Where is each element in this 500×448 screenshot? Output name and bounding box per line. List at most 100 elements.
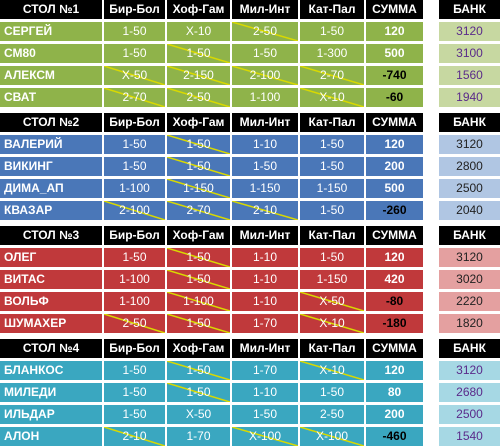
bank-cell: 2040 bbox=[439, 201, 500, 220]
bet-pick: 1-50 bbox=[300, 201, 364, 220]
bet-pick: X-50 bbox=[167, 405, 230, 424]
player-name: ОЛЕГ bbox=[0, 248, 102, 267]
sum-cell: 120 bbox=[366, 135, 423, 154]
column-header: СУММА bbox=[366, 113, 423, 132]
bet-pick: 1-100 bbox=[104, 292, 165, 311]
bet-pick-text: X-100 bbox=[248, 429, 282, 443]
bank-cell: 2500 bbox=[439, 179, 500, 198]
bet-pick-text: X-10 bbox=[319, 316, 345, 330]
bet-pick: 1-10 bbox=[232, 135, 298, 154]
bet-pick-text: 1-50 bbox=[186, 316, 211, 330]
player-name: МИЛЕДИ bbox=[0, 383, 102, 402]
column-header: СУММА bbox=[366, 339, 423, 358]
bet-pick: 1-50 bbox=[232, 157, 298, 176]
bet-pick-text: 1-50 bbox=[122, 363, 147, 377]
bet-pick-text: 1-100 bbox=[249, 90, 281, 104]
bet-pick-text: X-100 bbox=[315, 429, 349, 443]
sum-cell: -740 bbox=[366, 66, 423, 85]
bet-pick: 2-50 bbox=[300, 405, 364, 424]
bet-pick-text: 2-150 bbox=[183, 68, 214, 82]
bet-pick-text: 1-50 bbox=[186, 46, 211, 60]
table-title: СТОЛ №4 bbox=[0, 339, 102, 358]
sum-cell: 200 bbox=[366, 405, 423, 424]
bet-pick: 1-50 bbox=[104, 44, 165, 63]
table-title: СТОЛ №2 bbox=[0, 113, 102, 132]
bet-pick-text: 1-50 bbox=[319, 137, 345, 151]
bet-pick-text: 2-100 bbox=[119, 203, 150, 217]
bet-pick-text: 1-10 bbox=[252, 385, 278, 399]
sum-cell: 120 bbox=[366, 22, 423, 41]
bet-pick-text: 1-150 bbox=[249, 181, 281, 195]
bet-pick: X-50 bbox=[300, 292, 364, 311]
bet-pick: 2-100 bbox=[104, 201, 165, 220]
bet-pick-text: 1-70 bbox=[252, 363, 278, 377]
bet-pick: 1-300 bbox=[300, 44, 364, 63]
bet-pick-text: X-10 bbox=[319, 90, 345, 104]
bet-pick-text: 1-50 bbox=[186, 250, 211, 264]
bet-pick-text: 1-50 bbox=[186, 137, 211, 151]
bet-pick: 2-100 bbox=[232, 66, 298, 85]
bet-pick: 1-50 bbox=[300, 248, 364, 267]
player-name: АЛОН bbox=[0, 427, 102, 446]
bet-pick-text: X-10 bbox=[319, 363, 345, 377]
bank-header: БАНК bbox=[439, 339, 500, 358]
bet-pick: X-100 bbox=[232, 427, 298, 446]
bet-pick-text: 1-150 bbox=[316, 181, 348, 195]
bet-pick: 2-10 bbox=[232, 201, 298, 220]
player-name: ШУМАХЕР bbox=[0, 314, 102, 333]
player-name: СМ80 bbox=[0, 44, 102, 63]
bet-pick: 1-50 bbox=[300, 135, 364, 154]
sum-cell: -180 bbox=[366, 314, 423, 333]
bet-pick: 2-10 bbox=[104, 427, 165, 446]
bet-pick-text: 1-50 bbox=[122, 407, 147, 421]
bank-cell: 3120 bbox=[439, 22, 500, 41]
bet-pick: 2-70 bbox=[104, 88, 165, 107]
table-title: СТОЛ №1 bbox=[0, 0, 102, 19]
bet-pick: 1-70 bbox=[167, 427, 230, 446]
bet-pick-text: 1-10 bbox=[252, 272, 278, 286]
bet-pick: X-10 bbox=[300, 361, 364, 380]
bet-pick-text: 2-10 bbox=[252, 203, 278, 217]
bet-pick-text: 1-50 bbox=[186, 159, 211, 173]
bet-pick: 2-50 bbox=[232, 22, 298, 41]
bet-pick-text: X-10 bbox=[185, 24, 212, 38]
bet-pick-text: X-50 bbox=[185, 407, 212, 421]
bet-pick: X-10 bbox=[167, 22, 230, 41]
bet-pick-text: 2-70 bbox=[319, 68, 345, 82]
player-name: ВАЛЕРИЙ bbox=[0, 135, 102, 154]
column-header: Мил-Инт bbox=[232, 226, 298, 245]
player-name: ДИМА_АП bbox=[0, 179, 102, 198]
bet-pick-text: 1-10 bbox=[252, 294, 278, 308]
bet-pick-text: 2-10 bbox=[122, 429, 147, 443]
column-header: Мил-Инт bbox=[232, 339, 298, 358]
bet-pick: 1-100 bbox=[104, 270, 165, 289]
player-name: ВИТАС bbox=[0, 270, 102, 289]
bet-pick: 1-50 bbox=[167, 314, 230, 333]
bank-cell: 3100 bbox=[439, 44, 500, 63]
sum-cell: 200 bbox=[366, 157, 423, 176]
bet-pick: 1-10 bbox=[232, 292, 298, 311]
bet-pick-text: 1-50 bbox=[122, 137, 147, 151]
bet-pick: 1-50 bbox=[232, 405, 298, 424]
bet-pick: 1-10 bbox=[232, 383, 298, 402]
column-header: Бир-Бол bbox=[104, 0, 165, 19]
bet-pick: 1-50 bbox=[167, 135, 230, 154]
player-name: БЛАНКОС bbox=[0, 361, 102, 380]
column-header: Хоф-Гам bbox=[167, 113, 230, 132]
bet-pick-text: 1-50 bbox=[186, 272, 211, 286]
bet-pick: 1-50 bbox=[167, 248, 230, 267]
bet-pick: 1-50 bbox=[300, 157, 364, 176]
bet-pick-text: 2-70 bbox=[186, 203, 211, 217]
player-name: СВАТ bbox=[0, 88, 102, 107]
bet-pick: 1-150 bbox=[167, 179, 230, 198]
bet-pick-text: 1-100 bbox=[119, 181, 150, 195]
bet-pick: 1-50 bbox=[167, 383, 230, 402]
player-name: АЛЕКСМ bbox=[0, 66, 102, 85]
column-header: Бир-Бол bbox=[104, 113, 165, 132]
bet-pick: 1-70 bbox=[232, 314, 298, 333]
bet-pick: 2-50 bbox=[104, 314, 165, 333]
sum-cell: 500 bbox=[366, 179, 423, 198]
column-header: Кат-Пал bbox=[300, 0, 364, 19]
bank-cell: 2800 bbox=[439, 157, 500, 176]
bet-pick-text: 1-50 bbox=[319, 24, 345, 38]
